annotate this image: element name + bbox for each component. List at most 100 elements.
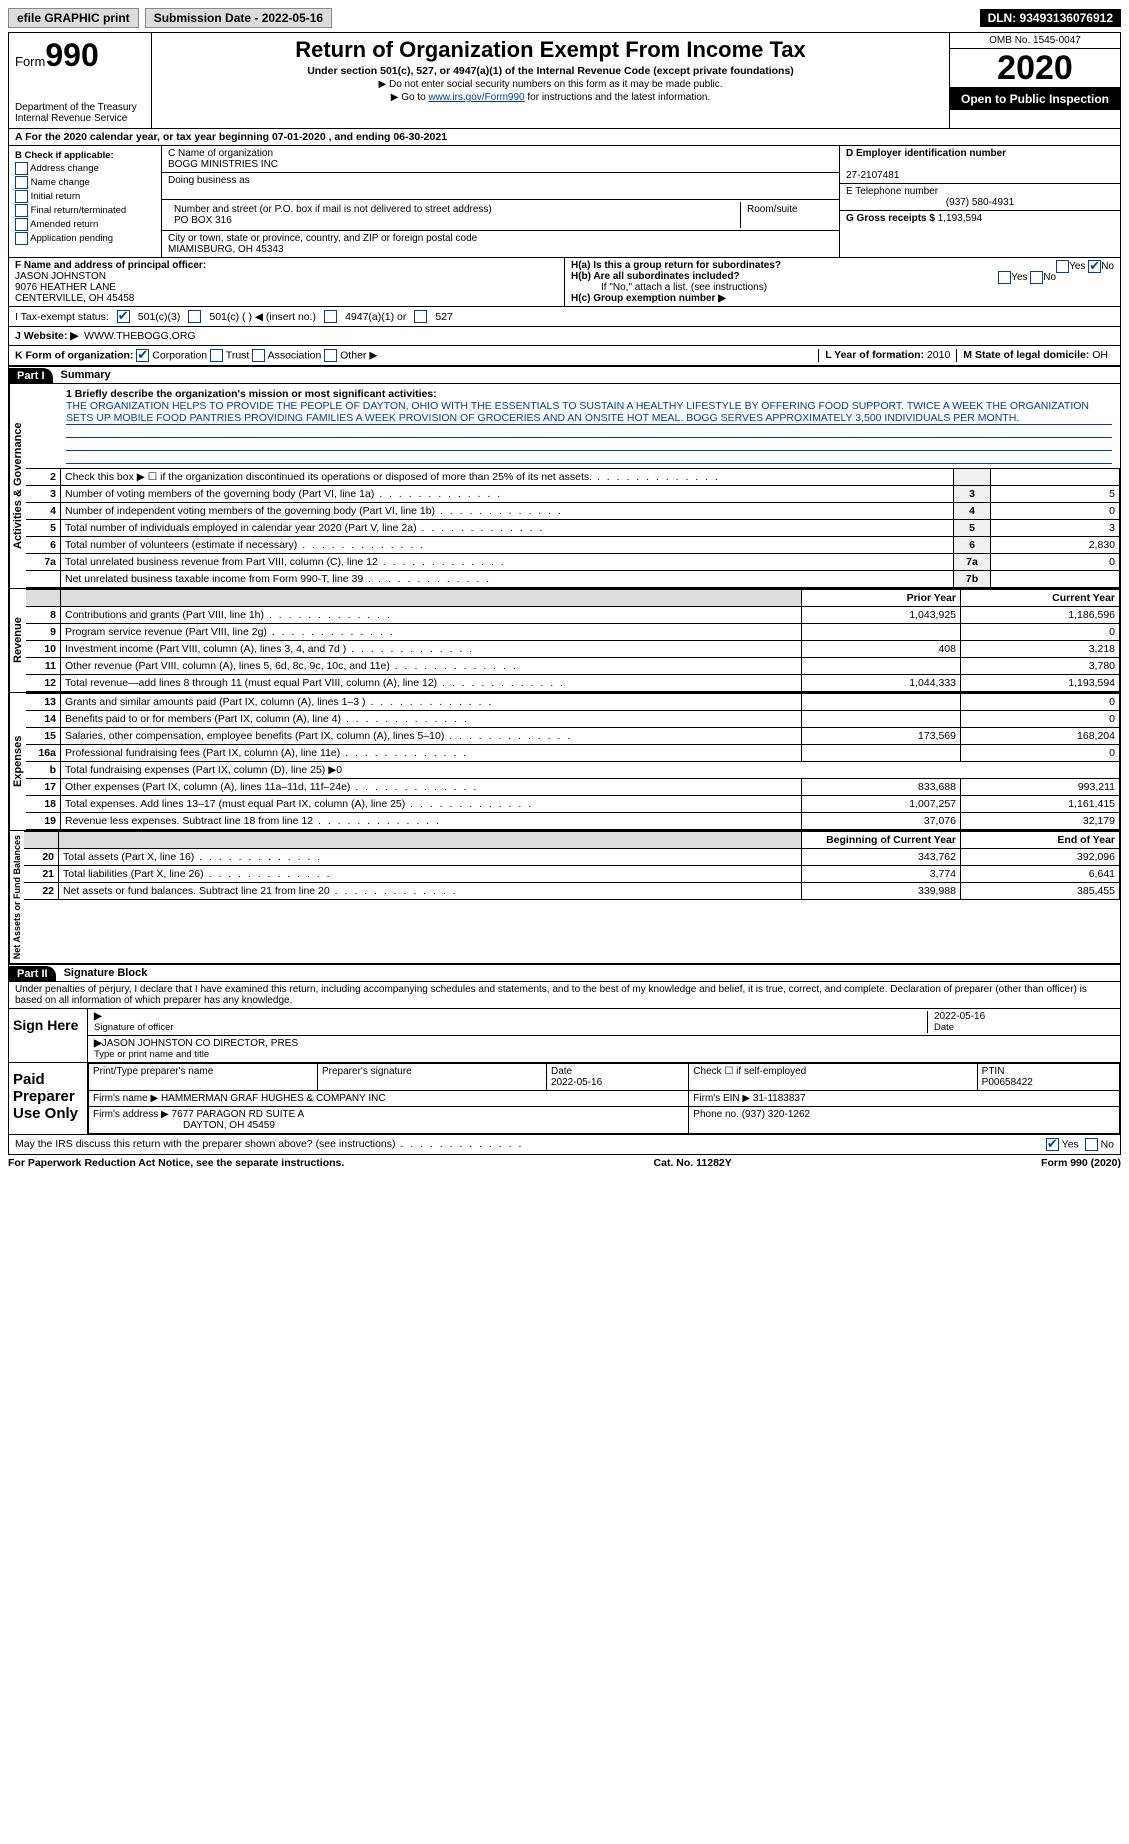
- prep-sig-label: Preparer's signature: [318, 1064, 547, 1091]
- table-row: 14Benefits paid to or for members (Part …: [26, 711, 1120, 728]
- sig-officer-label: Signature of officer: [94, 1022, 174, 1033]
- form-label: Form: [15, 54, 45, 69]
- chk-initial[interactable]: Initial return: [15, 190, 155, 203]
- firm-phone: (937) 320-1262: [742, 1109, 810, 1120]
- sig-date: 2022-05-16: [934, 1011, 985, 1022]
- mission-label: 1 Briefly describe the organization's mi…: [66, 388, 437, 400]
- firm-addr-label: Firm's address ▶: [93, 1109, 169, 1120]
- c-name-label: C Name of organization: [168, 148, 273, 159]
- ptin-label: PTIN: [982, 1066, 1005, 1077]
- penalty-text: Under penalties of perjury, I declare th…: [9, 982, 1120, 1009]
- firm-addr2: DAYTON, OH 45459: [93, 1120, 275, 1131]
- table-row: 15Salaries, other compensation, employee…: [26, 728, 1120, 745]
- net-table: Beginning of Current YearEnd of Year20To…: [24, 831, 1120, 900]
- footer-right: Form 990 (2020): [1041, 1157, 1121, 1169]
- mission-text: THE ORGANIZATION HELPS TO PROVIDE THE PE…: [66, 400, 1112, 425]
- j-label: J Website: ▶: [15, 330, 78, 342]
- table-row: 17Other expenses (Part IX, column (A), l…: [26, 779, 1120, 796]
- chk-assoc[interactable]: [252, 349, 265, 362]
- chk-other[interactable]: [324, 349, 337, 362]
- table-row: 13Grants and similar amounts paid (Part …: [26, 694, 1120, 711]
- firm-phone-label: Phone no.: [693, 1109, 739, 1120]
- sig-date-label: Date: [934, 1022, 954, 1033]
- sig-typed-label: Type or print name and title: [94, 1049, 209, 1060]
- chk-address[interactable]: Address change: [15, 162, 155, 175]
- chk-amended[interactable]: Amended return: [15, 218, 155, 231]
- table-row: 6Total number of volunteers (estimate if…: [26, 537, 1120, 554]
- table-row: 11Other revenue (Part VIII, column (A), …: [26, 658, 1120, 675]
- discuss-yes[interactable]: [1046, 1138, 1059, 1151]
- hdr-center: Return of Organization Exempt From Incom…: [152, 33, 949, 128]
- chk-name[interactable]: Name change: [15, 176, 155, 189]
- table-row: 20Total assets (Part X, line 16)343,7623…: [24, 849, 1120, 866]
- table-row: 16aProfessional fundraising fees (Part I…: [26, 745, 1120, 762]
- phone-label: E Telephone number: [846, 186, 938, 197]
- city-label: City or town, state or province, country…: [168, 233, 477, 244]
- footer-center: Cat. No. 11282Y: [654, 1157, 732, 1169]
- chk-527[interactable]: [414, 310, 427, 323]
- discuss-row: May the IRS discuss this return with the…: [9, 1135, 1120, 1154]
- note2-suffix: for instructions and the latest informat…: [525, 92, 711, 103]
- note2-prefix: ▶ Go to: [391, 92, 429, 103]
- table-row: 2Check this box ▶ ☐ if the organization …: [26, 469, 1120, 486]
- part2-hdr: Part II Signature Block: [9, 964, 1120, 982]
- note-ssn: ▶ Do not enter social security numbers o…: [160, 79, 941, 90]
- topbar: efile GRAPHIC print Submission Date - 20…: [8, 8, 1121, 28]
- inspection: Open to Public Inspection: [950, 88, 1120, 110]
- state-domicile: OH: [1092, 349, 1108, 361]
- table-row: 10Investment income (Part VIII, column (…: [26, 641, 1120, 658]
- line-j: J Website: ▶ WWW.THEBOGG.ORG: [9, 327, 1120, 346]
- prep-self-label: Check ☐ if self-employed: [689, 1064, 977, 1091]
- gross: 1,193,594: [938, 213, 983, 224]
- vlabel-exp: Expenses: [9, 693, 26, 830]
- part1-badge: Part I: [9, 368, 53, 384]
- hb-label: H(b) Are all subordinates included?: [571, 271, 740, 282]
- form-title: Return of Organization Exempt From Incom…: [160, 37, 941, 63]
- room-label: Room/suite: [741, 202, 833, 228]
- table-row: 22Net assets or fund balances. Subtract …: [24, 883, 1120, 900]
- prep-date-label: Date: [551, 1066, 572, 1077]
- k-label: K Form of organization:: [15, 349, 133, 361]
- table-row: 8Contributions and grants (Part VIII, li…: [26, 607, 1120, 624]
- chk-pending[interactable]: Application pending: [15, 232, 155, 245]
- m-label: M State of legal domicile:: [963, 349, 1089, 361]
- gross-label: G Gross receipts $: [846, 213, 935, 224]
- discuss-no[interactable]: [1085, 1138, 1098, 1151]
- section-h: H(a) Is this a group return for subordin…: [564, 258, 1120, 306]
- officer-addr2: CENTERVILLE, OH 45458: [15, 293, 134, 304]
- firm-addr: 7677 PARAGON RD SUITE A: [172, 1109, 305, 1120]
- table-row: 7aTotal unrelated business revenue from …: [26, 554, 1120, 571]
- firm-name: HAMMERMAN GRAF HUGHES & COMPANY INC: [161, 1093, 386, 1104]
- prep-date: 2022-05-16: [551, 1077, 602, 1088]
- sig-typed: JASON JOHNSTON CO DIRECTOR, PRES: [102, 1038, 298, 1049]
- chk-4947[interactable]: [324, 310, 337, 323]
- chk-501c[interactable]: [188, 310, 201, 323]
- footer: For Paperwork Reduction Act Notice, see …: [8, 1155, 1121, 1171]
- ein-label: D Employer identification number: [846, 148, 1006, 159]
- table-row: 21Total liabilities (Part X, line 26)3,7…: [24, 866, 1120, 883]
- vlabel-rev: Revenue: [9, 589, 26, 692]
- l-label: L Year of formation:: [825, 349, 924, 361]
- f-label: F Name and address of principal officer:: [15, 260, 206, 271]
- chk-trust[interactable]: [210, 349, 223, 362]
- chk-final[interactable]: Final return/terminated: [15, 204, 155, 217]
- table-row: bTotal fundraising expenses (Part IX, co…: [26, 762, 1120, 779]
- submission-btn[interactable]: Submission Date - 2022-05-16: [145, 8, 332, 28]
- i-label: I Tax-exempt status:: [15, 311, 109, 323]
- website: WWW.THEBOGG.ORG: [84, 330, 195, 342]
- irs-link[interactable]: www.irs.gov/Form990: [428, 92, 524, 103]
- gov-table: 2Check this box ▶ ☐ if the organization …: [26, 468, 1120, 588]
- chk-501c3[interactable]: [117, 310, 130, 323]
- phone: (937) 580-4931: [846, 197, 1114, 208]
- paid-table: Print/Type preparer's name Preparer's si…: [88, 1063, 1120, 1134]
- section-f: F Name and address of principal officer:…: [9, 258, 564, 306]
- city: MIAMISBURG, OH 45343: [168, 244, 284, 255]
- hc-label: H(c) Group exemption number ▶: [571, 293, 726, 304]
- street-label: Number and street (or P.O. box if mail i…: [174, 204, 492, 215]
- efile-btn[interactable]: efile GRAPHIC print: [8, 8, 139, 28]
- chk-corp[interactable]: [136, 349, 149, 362]
- dept: Department of the Treasury Internal Reve…: [15, 102, 145, 124]
- org-name: BOGG MINISTRIES INC: [168, 159, 278, 170]
- ein: 27-2107481: [846, 170, 899, 181]
- line-i: I Tax-exempt status: 501(c)(3) 501(c) ( …: [9, 307, 1120, 327]
